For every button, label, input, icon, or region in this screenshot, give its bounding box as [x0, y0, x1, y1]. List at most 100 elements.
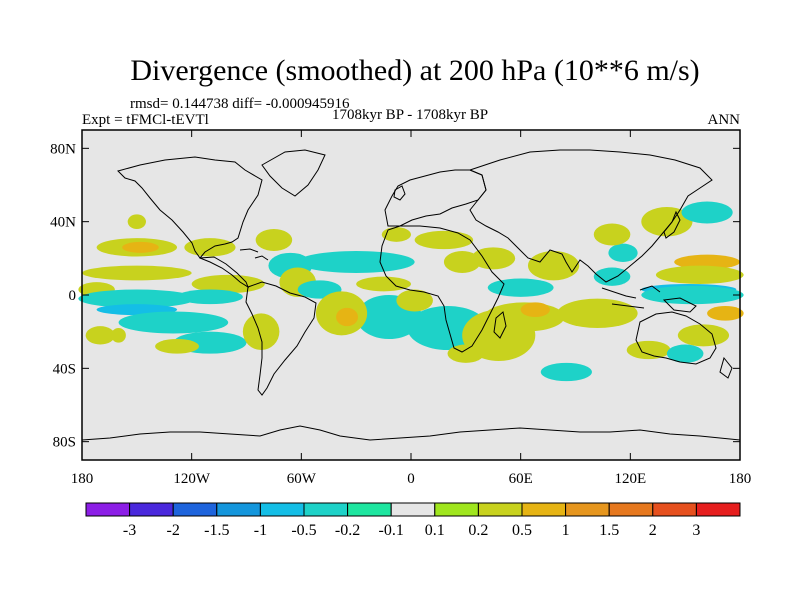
contour-region [78, 289, 196, 308]
colorbar-swatch [85, 502, 131, 517]
contour-region [655, 265, 744, 285]
colorbar-swatch [347, 502, 392, 517]
colorbar-label: -1 [254, 522, 267, 539]
x-tick-label: 120W [173, 471, 211, 487]
coast-new-zealand [719, 356, 733, 379]
colorbar-label: 3 [692, 522, 700, 539]
colorbar-label: 1 [562, 522, 570, 539]
contour-region [527, 250, 580, 281]
colorbar-swatch [477, 502, 523, 517]
contour-region [381, 227, 411, 242]
coast-uk [393, 185, 406, 201]
contour-region [641, 207, 693, 237]
coastlines [81, 149, 741, 441]
coast-caribbean [239, 248, 269, 261]
contour-region [414, 230, 474, 250]
colorbar-swatch [695, 502, 741, 517]
contour-region [593, 223, 631, 246]
contour-region [191, 274, 265, 294]
colorbar-swatch [652, 502, 697, 517]
coast-north-america [117, 156, 263, 259]
contour-region [177, 289, 243, 305]
colorbar-swatch [390, 502, 436, 517]
colorbar-swatch [303, 502, 349, 517]
x-tick-label: 120E [614, 471, 646, 487]
y-tick-label: 0 [69, 288, 77, 304]
colorbar-swatch [608, 502, 654, 517]
contour-region [471, 247, 516, 270]
colorbar-swatch [216, 502, 261, 517]
season-label: ANN [708, 112, 741, 128]
contour-region [127, 214, 146, 230]
colorbar-label: 0.1 [425, 522, 445, 539]
colorbar-swatch [172, 502, 218, 517]
coast-indonesia [601, 285, 697, 313]
contour-region [666, 344, 704, 363]
colorbar-label: -0.1 [379, 522, 404, 539]
contour-region [626, 340, 671, 360]
contour-region [487, 278, 554, 297]
colorbar-label: 0.5 [512, 522, 532, 539]
x-tick-label: 180 [729, 471, 752, 487]
contour-region [447, 344, 485, 363]
contour-region [540, 362, 592, 382]
y-tick-label: 40S [53, 361, 76, 377]
coast-asia [468, 149, 713, 283]
coast-antarctica [81, 425, 741, 441]
contour-region [707, 306, 744, 321]
colorbar-swatch [129, 502, 174, 517]
chart-title: Divergence (smoothed) at 200 hPa (10**6 … [130, 54, 699, 87]
y-tick-label: 40N [50, 215, 76, 231]
contour-region [557, 298, 638, 329]
contour-region [677, 324, 730, 347]
x-tick-label: 180 [71, 471, 94, 487]
contour-region [356, 276, 412, 292]
contour-region [184, 238, 236, 257]
colorbar-label: -1.5 [204, 522, 229, 539]
contour-region [593, 267, 631, 286]
contour-region [85, 326, 115, 345]
contour-region [608, 243, 638, 262]
contour-region [520, 302, 550, 317]
y-tick-label: 80N [50, 141, 76, 157]
contour-region [641, 285, 744, 305]
colorbar-label: -0.2 [335, 522, 360, 539]
coast-madagascar [493, 311, 507, 339]
colorbar-label: 1.5 [599, 522, 619, 539]
coast-africa [379, 225, 505, 353]
axis-ticks [81, 130, 741, 460]
contour-fill-layer [78, 201, 744, 382]
x-tick-label: 0 [407, 471, 415, 487]
y-tick-label: 80S [53, 435, 76, 451]
experiment-label: Expt = tFMCl-tEVTl [82, 112, 209, 128]
contour-region [122, 241, 159, 253]
colorbar-label: -3 [123, 522, 136, 539]
contour-region [674, 254, 740, 270]
stats-text: rmsd= 0.144738 diff= -0.000945916 [130, 96, 350, 112]
contour-region [118, 311, 229, 334]
contour-region [443, 251, 481, 273]
contour-region [336, 307, 358, 327]
period-label: 1708kyr BP - 1708kyr BP [332, 107, 488, 123]
contour-region [255, 229, 293, 251]
map-panel [78, 129, 744, 461]
contour-region [242, 313, 280, 350]
coast-south-america [245, 281, 317, 396]
contour-region [82, 265, 192, 281]
contour-region [155, 339, 199, 354]
colorbar-label: 0.2 [468, 522, 488, 539]
contour-region [681, 201, 733, 224]
colorbar-swatch [434, 502, 479, 517]
coast-japan [663, 210, 681, 239]
coast-greenland [261, 149, 326, 197]
coast-australia [635, 311, 717, 365]
colorbar-swatch [565, 502, 610, 517]
contour-region [396, 289, 433, 312]
colorbar-swatch [259, 502, 305, 517]
colorbar-label: -0.5 [291, 522, 316, 539]
x-tick-label: 60E [509, 471, 533, 487]
colorbar-swatch [521, 502, 567, 517]
colorbar-label: 2 [649, 522, 657, 539]
contour-region [297, 251, 415, 273]
